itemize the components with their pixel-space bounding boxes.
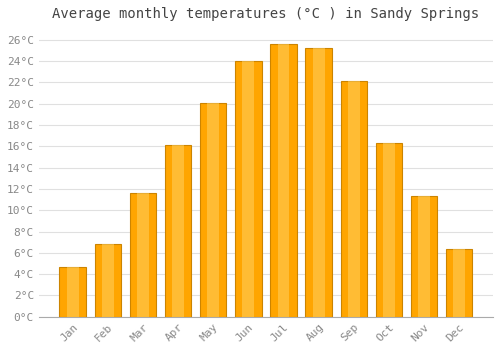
Bar [376,143,402,317]
Bar [242,61,254,317]
Bar [383,143,395,317]
Bar [130,193,156,317]
Bar [200,103,226,317]
Bar [165,145,191,317]
Bar [172,145,184,317]
Bar [348,81,360,317]
Bar [102,244,114,317]
Bar [411,196,438,317]
Bar [208,103,219,317]
Bar [66,267,78,317]
Bar [270,44,296,317]
Bar [340,81,367,317]
Bar [312,48,324,317]
Bar [60,267,86,317]
Bar [278,44,289,317]
Bar [418,196,430,317]
Bar [94,244,121,317]
Bar [446,248,472,317]
Bar [306,48,332,317]
Title: Average monthly temperatures (°C ) in Sandy Springs: Average monthly temperatures (°C ) in Sa… [52,7,480,21]
Bar [454,248,465,317]
Bar [235,61,262,317]
Bar [137,193,149,317]
